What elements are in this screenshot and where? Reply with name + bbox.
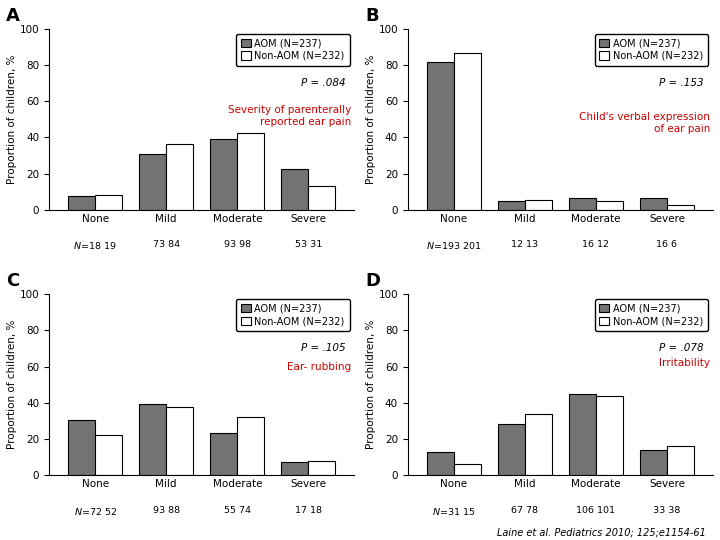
Text: P = .153: P = .153 <box>660 78 704 87</box>
Bar <box>596 396 623 475</box>
Text: 17 18: 17 18 <box>294 506 322 515</box>
Bar <box>525 200 552 210</box>
Y-axis label: Proportion of children, %: Proportion of children, % <box>366 320 376 449</box>
Bar <box>282 462 308 475</box>
Y-axis label: Proportion of children, %: Proportion of children, % <box>366 55 376 184</box>
Bar <box>498 201 525 210</box>
Legend: AOM (N=237), Non-AOM (N=232): AOM (N=237), Non-AOM (N=232) <box>595 299 708 331</box>
Text: Irritability: Irritability <box>659 358 710 368</box>
Bar <box>166 144 193 210</box>
Bar <box>95 195 122 210</box>
Bar <box>139 404 166 475</box>
Text: A: A <box>6 7 20 25</box>
Text: P = .084: P = .084 <box>301 78 346 87</box>
Bar <box>640 198 667 210</box>
Bar <box>308 186 336 210</box>
Bar <box>210 139 238 210</box>
Text: Ear- rubbing: Ear- rubbing <box>287 362 351 372</box>
Bar <box>596 200 623 210</box>
Text: P = .078: P = .078 <box>660 343 704 353</box>
Text: 73 84: 73 84 <box>153 240 180 249</box>
Text: 53 31: 53 31 <box>294 240 322 249</box>
Bar <box>68 196 95 210</box>
Bar <box>238 133 264 210</box>
Bar <box>282 170 308 210</box>
Bar <box>238 417 264 475</box>
Bar <box>427 63 454 210</box>
Text: B: B <box>365 7 379 25</box>
Bar <box>139 154 166 210</box>
Text: 33 38: 33 38 <box>653 506 680 515</box>
Legend: AOM (N=237), Non-AOM (N=232): AOM (N=237), Non-AOM (N=232) <box>595 33 708 66</box>
Bar <box>454 53 481 210</box>
Legend: AOM (N=237), Non-AOM (N=232): AOM (N=237), Non-AOM (N=232) <box>236 299 350 331</box>
Text: P = .105: P = .105 <box>301 343 346 353</box>
Bar <box>569 394 596 475</box>
Text: D: D <box>365 273 380 291</box>
Bar <box>454 463 481 475</box>
Bar <box>308 461 336 475</box>
Bar <box>498 424 525 475</box>
Text: 106 101: 106 101 <box>577 506 616 515</box>
Bar <box>667 205 694 210</box>
Legend: AOM (N=237), Non-AOM (N=232): AOM (N=237), Non-AOM (N=232) <box>236 33 350 66</box>
Text: Child's verbal expression
of ear pain: Child's verbal expression of ear pain <box>579 112 710 134</box>
Bar <box>166 407 193 475</box>
Bar <box>525 414 552 475</box>
Text: $N$=193 201: $N$=193 201 <box>426 240 482 252</box>
Text: C: C <box>6 273 19 291</box>
Text: 67 78: 67 78 <box>511 506 539 515</box>
Text: $N$=18 19: $N$=18 19 <box>73 240 117 252</box>
Bar <box>569 198 596 210</box>
Text: Laine et al. Pediatrics 2010; 125;e1154-61: Laine et al. Pediatrics 2010; 125;e1154-… <box>497 527 706 537</box>
Y-axis label: Proportion of children, %: Proportion of children, % <box>7 320 17 449</box>
Bar <box>640 450 667 475</box>
Text: $N$=31 15: $N$=31 15 <box>432 506 475 517</box>
Bar <box>68 420 95 475</box>
Text: 16 12: 16 12 <box>582 240 609 249</box>
Y-axis label: Proportion of children, %: Proportion of children, % <box>7 55 17 184</box>
Text: Severity of parenterally
reported ear pain: Severity of parenterally reported ear pa… <box>228 105 351 127</box>
Text: 16 6: 16 6 <box>657 240 678 249</box>
Bar <box>95 435 122 475</box>
Text: 55 74: 55 74 <box>224 506 251 515</box>
Bar <box>667 446 694 475</box>
Bar <box>210 433 238 475</box>
Text: $N$=72 52: $N$=72 52 <box>73 506 117 517</box>
Text: 93 98: 93 98 <box>224 240 251 249</box>
Text: 12 13: 12 13 <box>511 240 539 249</box>
Text: 93 88: 93 88 <box>153 506 180 515</box>
Bar <box>427 451 454 475</box>
